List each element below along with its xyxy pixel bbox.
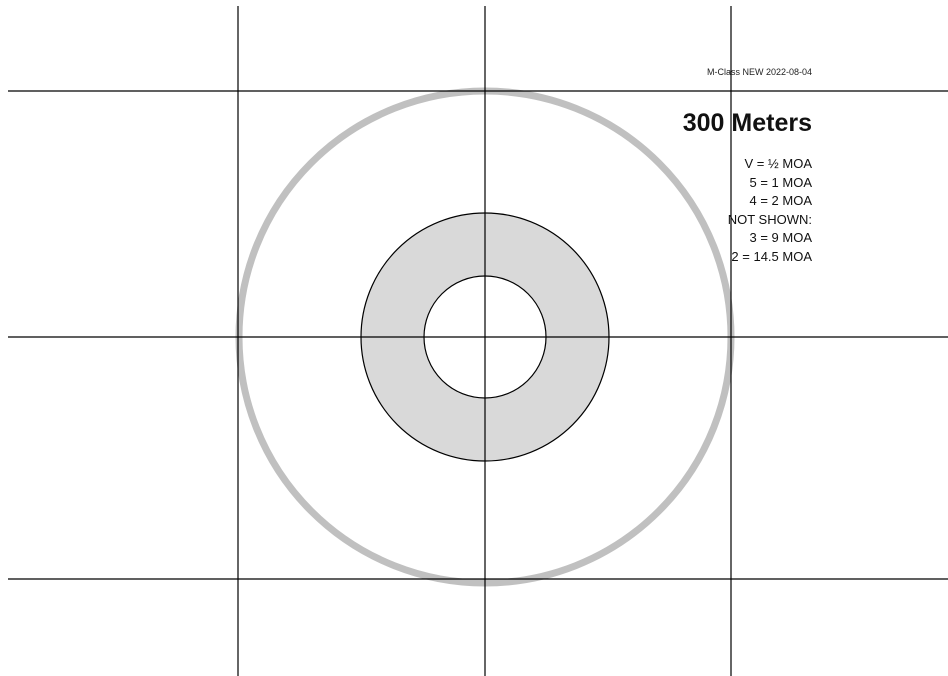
version-label: M-Class NEW 2022-08-04	[706, 67, 812, 77]
legend-line-not-shown: NOT SHOWN:	[727, 211, 812, 227]
score-legend: V = ½ MOA 5 = 1 MOA 4 = 2 MOA NOT SHOWN:…	[728, 155, 812, 266]
legend-line-v-ring: V = ½ MOA	[744, 156, 812, 171]
legend-line-four-ring: 4 = 2 MOA	[749, 193, 813, 208]
legend-line-three-ring: 3 = 9 MOA	[749, 230, 813, 245]
legend-line-two-ring: 2 = 14.5 MOA	[731, 248, 812, 264]
distance-title: 300 Meters	[682, 109, 812, 137]
legend-line-five-ring: 5 = 1 MOA	[749, 174, 813, 190]
